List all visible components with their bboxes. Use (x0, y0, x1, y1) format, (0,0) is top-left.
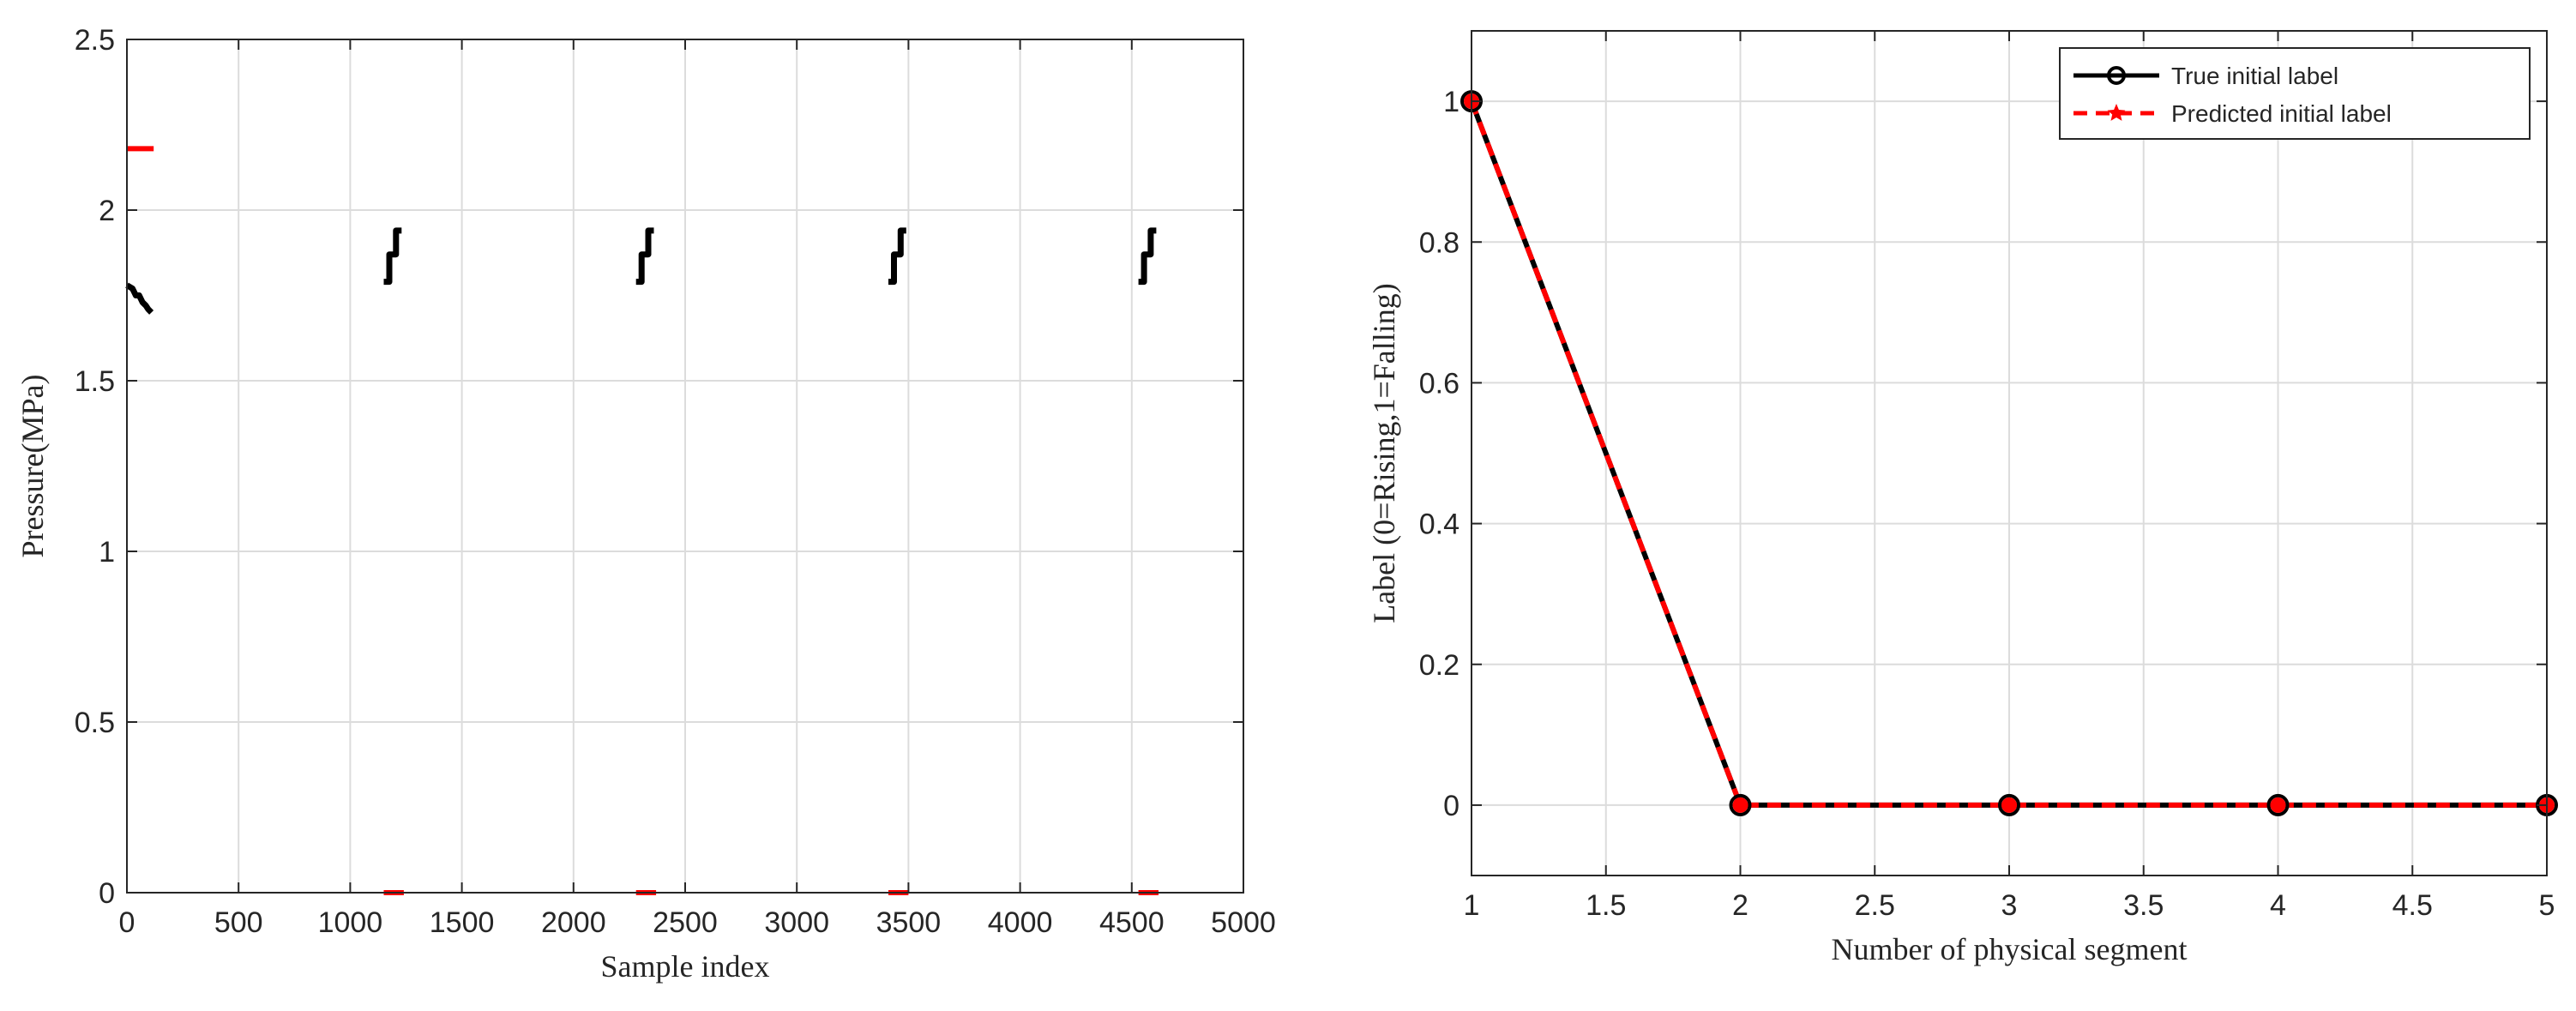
pressure-chart-y-tick-label: 2.5 (75, 24, 115, 57)
pressure-chart-y-tick-label: 1 (99, 536, 115, 569)
label-chart-x-tick-label: 3.5 (2123, 889, 2164, 922)
pressure-trace-segment (635, 227, 654, 286)
true-label-point (2266, 793, 2290, 816)
label-chart-y-tick-label: 1 (1443, 86, 1460, 118)
pressure-chart-y-tick-label: 1.5 (75, 365, 115, 398)
label-chart-y-tick-label: 0.2 (1419, 649, 1460, 682)
label-chart-y-tick-label: 0 (1443, 790, 1460, 822)
pressure-chart-x-tick-label: 500 (214, 906, 263, 939)
pressure-chart-x-tick-label: 3500 (876, 906, 942, 939)
pressure-chart-y-tick-label: 0.5 (75, 707, 115, 739)
predicted-label-point (2001, 797, 2017, 813)
legend-true-marker (2107, 66, 2126, 85)
label-chart-x-tick-label: 4.5 (2392, 889, 2433, 922)
true-label-point (1729, 793, 1752, 816)
label-chart-x-tick-label: 2.5 (1855, 889, 1895, 922)
predicted-label-point (1732, 797, 1748, 813)
label-chart-y-tick-label: 0.8 (1419, 226, 1460, 259)
legend-predicted-label: Predicted initial label (2171, 100, 2392, 127)
label-chart-x-tick-label: 3 (2001, 889, 2018, 922)
label-chart-x-axis-label: Number of physical segment (1832, 932, 2188, 966)
label-chart-y-tick-label: 0.4 (1419, 509, 1460, 541)
label-chart-marks (1460, 90, 2558, 816)
predicted-label-point (2270, 797, 2286, 813)
label-chart-x-tick-label: 1.5 (1586, 889, 1626, 922)
pressure-chart-x-tick-label: 1000 (318, 906, 383, 939)
label-chart-y-tick-label: 0.6 (1419, 367, 1460, 400)
pressure-chart-y-tick-label: 0 (99, 877, 115, 910)
pressure-chart-x-axis-label: Sample index (601, 949, 770, 984)
label-chart-y-axis-label: Label (0=Rising,1=Falling) (1367, 283, 1401, 623)
legend-predicted-marker (2107, 104, 2126, 121)
pressure-chart: 0 500 1000 1500 2000 2500 3000 3500 4000 4500 5000… (15, 24, 1276, 984)
label-chart-x-tick-label: 5 (2539, 889, 2555, 922)
pressure-chart-x-tick-label: 1500 (430, 906, 495, 939)
pressure-chart-ticks: 0 500 1000 1500 2000 2500 3000 3500 4000 4500 5000… (75, 24, 1276, 939)
pressure-chart-y-axis-label: Pressure(MPa) (15, 375, 50, 558)
true-label-point (1998, 793, 2020, 816)
pressure-trace-segment (888, 227, 906, 286)
pressure-chart-x-tick-label: 2500 (653, 906, 718, 939)
predicted-label-line (1469, 100, 2547, 808)
pressure-trace-segment (125, 282, 154, 315)
pressure-trace-segment (383, 227, 402, 286)
label-chart-ticks: 1 1.5 2 2.5 3 3.5 4 4.5 5 0 0.2 0.4 0.6 0.8 1 (1419, 31, 2555, 922)
pressure-trace-segment (1138, 227, 1157, 286)
label-chart-x-tick-label: 1 (1464, 889, 1480, 922)
pressure-chart-x-tick-label: 3000 (764, 906, 829, 939)
label-chart: 1 1.5 2 2.5 3 3.5 4 4.5 5 0 0.2 0.4 0.6 0.8 1 Number o… (1367, 30, 2558, 966)
label-chart-x-tick-label: 4 (2270, 889, 2286, 922)
label-chart-legend: True initial label Predicted initial lab… (2059, 47, 2531, 140)
pressure-chart-x-tick-label: 0 (119, 906, 135, 939)
label-chart-x-tick-label: 2 (1732, 889, 1748, 922)
legend-box (2059, 47, 2531, 140)
pressure-chart-x-tick-label: 4500 (1099, 906, 1165, 939)
pressure-chart-x-tick-label: 4000 (988, 906, 1053, 939)
legend-true-label: True initial label (2171, 63, 2338, 89)
pressure-chart-y-tick-label: 2 (99, 195, 115, 227)
pressure-chart-x-tick-label: 5000 (1211, 906, 1276, 939)
pressure-chart-x-tick-label: 2000 (541, 906, 606, 939)
